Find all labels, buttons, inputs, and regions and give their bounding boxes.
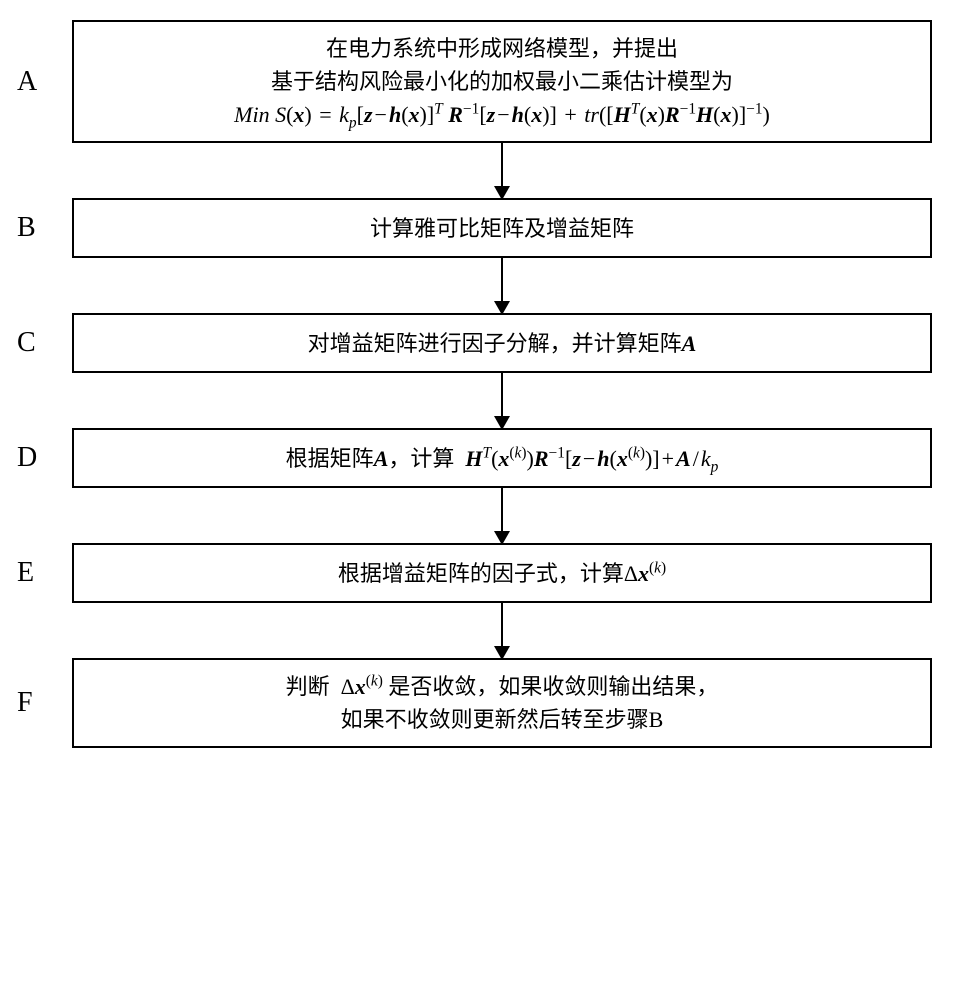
edge-c-d	[12, 373, 932, 428]
node-b-row: B 计算雅可比矩阵及增益矩阵	[12, 198, 932, 258]
edge-b-c	[12, 258, 932, 313]
node-a-row: A 在电力系统中形成网络模型，并提出 基于结构风险最小化的加权最小二乘估计模型为…	[12, 20, 932, 143]
node-a-line2: 基于结构风险最小化的加权最小二乘估计模型为	[89, 65, 915, 98]
node-a-label: A	[12, 66, 72, 98]
node-c-symbol: A	[682, 327, 697, 360]
arrow-icon	[501, 143, 503, 198]
node-b-box: 计算雅可比矩阵及增益矩阵	[72, 198, 932, 258]
arrow-icon	[501, 603, 503, 658]
node-d-text: 根据矩阵A，计算	[286, 442, 466, 475]
node-b-text: 计算雅可比矩阵及增益矩阵	[370, 212, 634, 245]
arrow-icon	[501, 373, 503, 428]
arrow-icon	[501, 488, 503, 543]
node-c-label: C	[12, 327, 72, 359]
node-d-formula: HT(x(k))R−1[z−h(x(k))]+A/kp	[465, 442, 718, 475]
arrow-icon	[501, 258, 503, 313]
node-c-box: 对增益矩阵进行因子分解，并计算矩阵A	[72, 313, 932, 373]
node-c-row: C 对增益矩阵进行因子分解，并计算矩阵A	[12, 313, 932, 373]
node-e-formula: Δx(k)	[624, 557, 666, 590]
node-e-box: 根据增益矩阵的因子式，计算 Δx(k)	[72, 543, 932, 603]
node-f-box: 判断 Δx(k) 是否收敛，如果收敛则输出结果， 如果不收敛则更新然后转至步骤B	[72, 658, 932, 748]
node-d-label: D	[12, 442, 72, 474]
node-d-row: D 根据矩阵A，计算 HT(x(k))R−1[z−h(x(k))]+A/kp	[12, 428, 932, 488]
edge-d-e	[12, 488, 932, 543]
node-a-box: 在电力系统中形成网络模型，并提出 基于结构风险最小化的加权最小二乘估计模型为 M…	[72, 20, 932, 143]
node-e-text: 根据增益矩阵的因子式，计算	[338, 557, 624, 590]
flowchart-root: A 在电力系统中形成网络模型，并提出 基于结构风险最小化的加权最小二乘估计模型为…	[12, 20, 932, 748]
node-f-line2: 如果不收敛则更新然后转至步骤B	[89, 703, 915, 736]
node-f-line1: 判断 Δx(k) 是否收敛，如果收敛则输出结果，	[89, 670, 915, 703]
node-d-box: 根据矩阵A，计算 HT(x(k))R−1[z−h(x(k))]+A/kp	[72, 428, 932, 488]
node-e-row: E 根据增益矩阵的因子式，计算 Δx(k)	[12, 543, 932, 603]
edge-a-b	[12, 143, 932, 198]
node-f-ref: B	[649, 707, 664, 732]
node-f-label: F	[12, 687, 72, 719]
node-b-label: B	[12, 212, 72, 244]
edge-e-f	[12, 603, 932, 658]
node-a-line1: 在电力系统中形成网络模型，并提出	[89, 32, 915, 65]
node-a-formula: Min S(x) = kp[z−h(x)]T R−1[z−h(x)] + tr(…	[89, 98, 915, 131]
node-c-text: 对增益矩阵进行因子分解，并计算矩阵	[308, 327, 682, 360]
node-f-row: F 判断 Δx(k) 是否收敛，如果收敛则输出结果， 如果不收敛则更新然后转至步…	[12, 658, 932, 748]
node-e-label: E	[12, 557, 72, 589]
